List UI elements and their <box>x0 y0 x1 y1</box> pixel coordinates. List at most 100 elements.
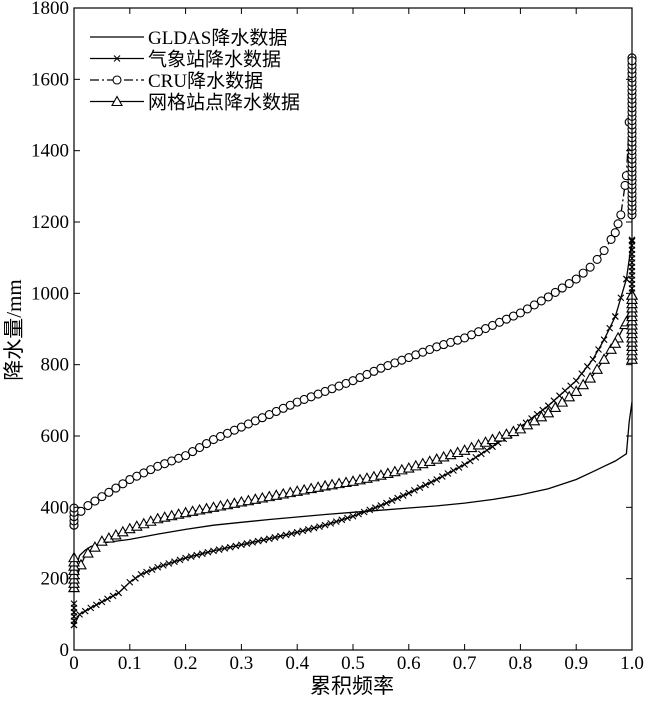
marker-cross <box>288 530 296 537</box>
marker-cross <box>316 523 323 530</box>
marker-cross <box>327 519 335 527</box>
x-tick-label: 0.1 <box>118 653 142 674</box>
axes: 0 0.1 0.2 0.3 0.4 0.5 0.6 0.7 0.8 0.9 1.0 0 200 400 60… <box>31 0 644 674</box>
marker-cross <box>371 504 379 512</box>
marker-cross <box>81 607 89 615</box>
marker-circle <box>578 268 588 278</box>
y-tick-label: 1000 <box>31 283 69 304</box>
marker-circle <box>543 292 553 302</box>
marker-triangle <box>577 378 590 390</box>
marker-triangle <box>570 385 583 396</box>
marker-cross <box>455 464 463 471</box>
marker-cross <box>176 556 184 564</box>
marker-cross <box>344 514 351 522</box>
legend-label: 网格站点降水数据 <box>148 92 300 114</box>
x-tick-label: 1.0 <box>620 653 644 674</box>
marker-cross <box>388 497 396 504</box>
x-tick-label: 0.6 <box>397 653 421 674</box>
marker-triangle <box>549 401 562 413</box>
x-tick-label: 0.9 <box>564 653 588 674</box>
marker-cross <box>489 443 496 451</box>
marker-circle <box>550 287 560 297</box>
marker-cross <box>438 473 446 480</box>
marker-circle <box>529 300 539 310</box>
marker-cross <box>254 537 262 545</box>
y-tick-label: 400 <box>41 497 70 518</box>
marker-cross <box>87 604 95 612</box>
marker-cross <box>148 566 156 574</box>
marker-cross <box>377 502 385 509</box>
marker-cross <box>483 446 491 454</box>
marker-circle <box>536 296 546 306</box>
marker-circle <box>606 234 616 244</box>
marker-cross <box>472 454 480 461</box>
y-tick-label: 0 <box>60 640 70 661</box>
marker-cross <box>120 584 128 591</box>
legend-label: GLDAS降水数据 <box>148 27 287 49</box>
marker-cross <box>394 494 402 502</box>
marker-cross <box>600 336 608 344</box>
marker-cross <box>433 476 441 483</box>
marker-cross <box>143 568 150 576</box>
y-tick-label: 1400 <box>31 141 69 162</box>
marker-triangle <box>605 343 618 354</box>
marker-cross <box>360 508 368 516</box>
marker-cross <box>265 535 273 543</box>
marker-cross <box>109 592 117 600</box>
marker-cross <box>617 294 625 302</box>
marker-cross <box>104 595 111 603</box>
marker-circle <box>104 487 114 497</box>
x-tick-label: 0.8 <box>509 653 533 674</box>
marker-cross <box>477 450 485 458</box>
marker-cross <box>427 478 435 486</box>
marker-cross <box>399 492 407 499</box>
marker-cross <box>126 578 134 586</box>
marker-cross <box>310 524 318 532</box>
marker-cross <box>198 550 206 558</box>
marker-circle <box>195 443 205 453</box>
marker-cross <box>187 553 195 560</box>
marker-circle <box>522 304 532 314</box>
marker-triangle <box>111 95 123 107</box>
y-tick-label: 200 <box>41 569 70 590</box>
marker-cross <box>137 570 145 578</box>
marker-cross <box>193 551 201 559</box>
series-line-cru <box>73 57 633 526</box>
marker-cross <box>606 324 614 332</box>
marker-triangle <box>609 337 622 348</box>
marker-circle <box>616 210 626 220</box>
marker-cross <box>159 562 167 569</box>
marker-cross <box>466 457 474 465</box>
marker-cross <box>204 548 212 556</box>
marker-cross <box>461 461 468 468</box>
marker-cross <box>583 363 591 370</box>
marker-cross <box>349 512 357 520</box>
x-tick-label: 0.7 <box>453 653 477 674</box>
marker-cross <box>332 518 340 525</box>
legend-label: CRU降水数据 <box>148 70 263 92</box>
marker-cross <box>304 526 312 533</box>
marker-cross <box>226 543 234 551</box>
marker-circle <box>111 483 121 493</box>
marker-cross <box>92 601 100 609</box>
series-cru <box>69 53 637 530</box>
marker-circle <box>557 283 567 293</box>
marker-circle <box>118 479 128 489</box>
series-markers-cru <box>69 53 637 530</box>
legend-item-grid-station: 网格站点降水数据 <box>90 92 300 114</box>
marker-cross <box>338 516 346 524</box>
marker-cross <box>98 598 106 606</box>
marker-cross <box>232 542 240 550</box>
marker-circle <box>515 308 525 318</box>
y-tick-label: 600 <box>41 426 70 447</box>
marker-cross <box>182 554 189 562</box>
marker-cross <box>165 560 173 567</box>
x-tick-label: 0.3 <box>230 653 254 674</box>
marker-circle <box>201 439 212 449</box>
marker-circle <box>610 228 620 238</box>
marker-cross <box>282 531 290 539</box>
series-gldas <box>73 402 633 579</box>
series-line-gldas <box>73 402 633 579</box>
marker-cross <box>355 510 362 518</box>
